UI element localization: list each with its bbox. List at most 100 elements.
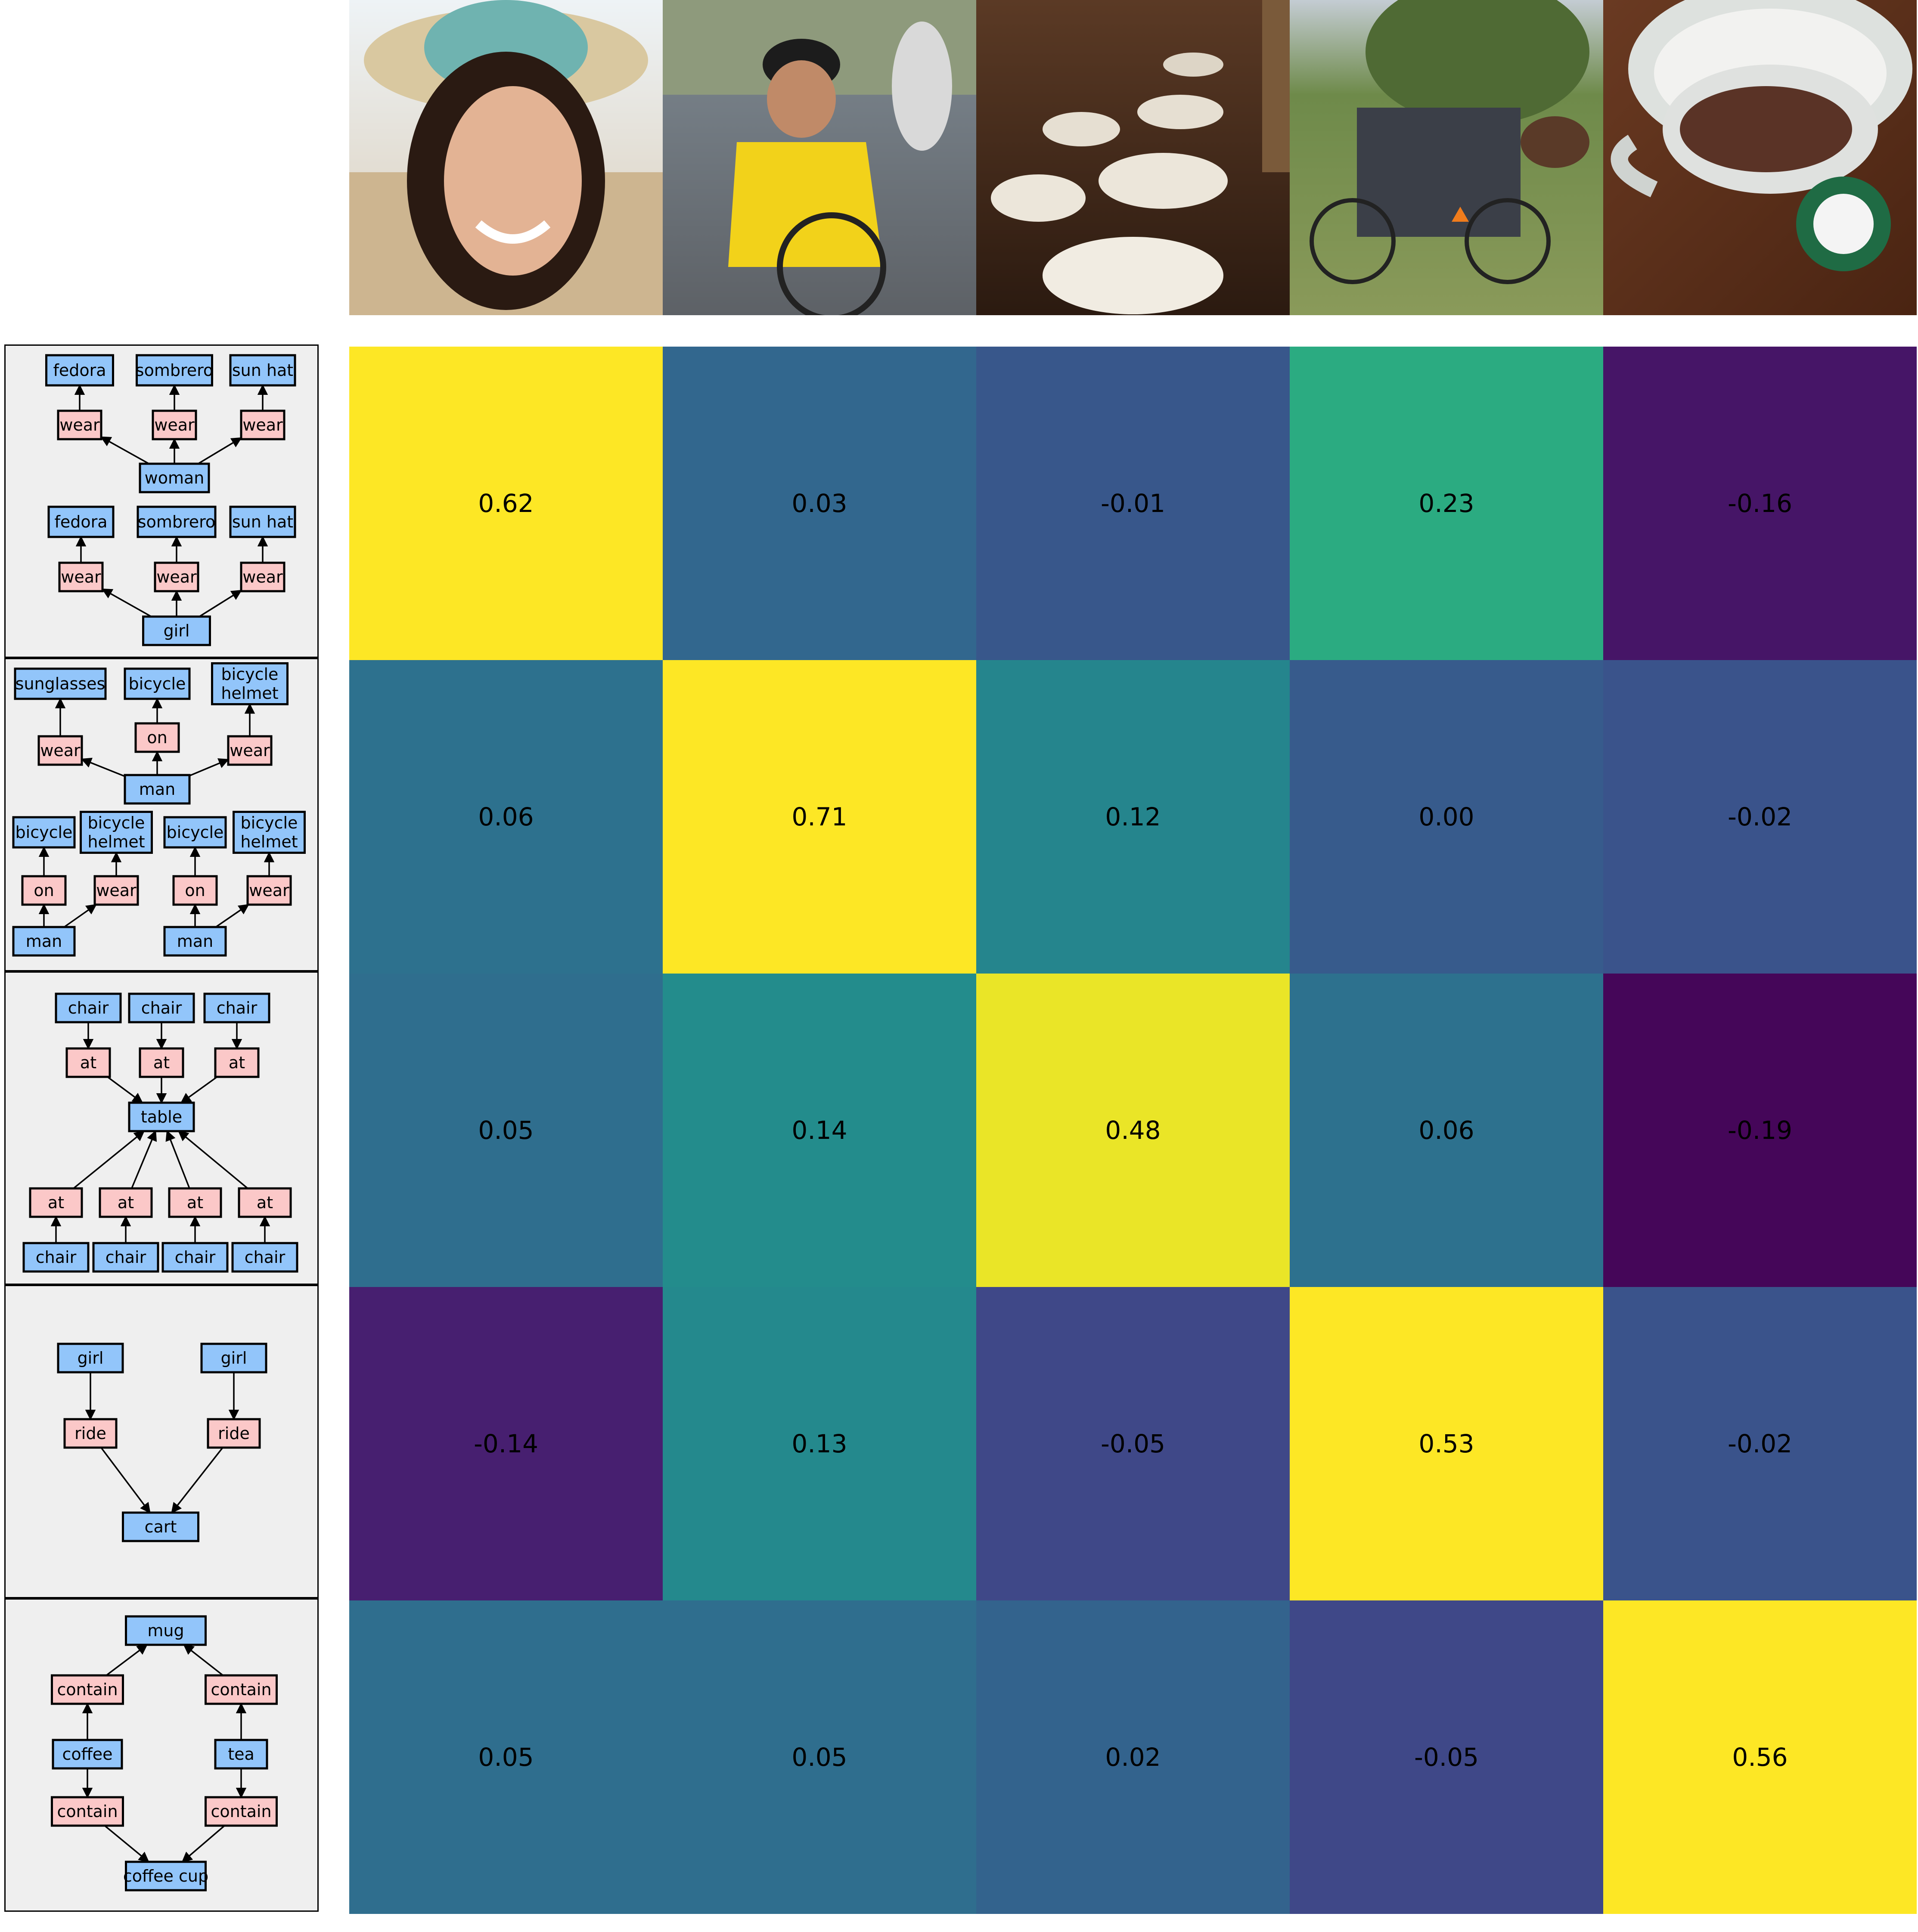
heatmap-cell: [349, 1600, 663, 1914]
relation-node: at: [214, 1047, 260, 1078]
node-box: [124, 774, 191, 805]
node-box: [45, 354, 114, 387]
node-box: [142, 615, 211, 646]
node-box: [21, 875, 67, 906]
object-node: chair: [55, 992, 122, 1023]
node-label: table: [141, 1107, 182, 1126]
object-node: cart: [122, 1511, 199, 1542]
node-label: coffee cup: [123, 1867, 208, 1885]
node-box: [136, 354, 213, 387]
cell-value-label: 0.23: [1418, 489, 1474, 518]
heatmap-cell: [663, 1287, 977, 1601]
graph-edge-arrow: [100, 1447, 151, 1513]
graph-edge-arrow: [189, 758, 230, 777]
graph-edge-arrow: [104, 1825, 149, 1863]
relation-node: contain: [205, 1796, 278, 1827]
node-box: [214, 1739, 268, 1770]
object-node: sombrero: [137, 505, 217, 538]
node-box: [161, 1242, 229, 1273]
object-node: chair: [161, 1242, 229, 1273]
graph-edge-arrow: [198, 437, 242, 465]
object-node: chair: [92, 1242, 159, 1273]
node-label: wear: [156, 568, 197, 586]
object-node: man: [163, 926, 227, 957]
cell-value-label: 0.03: [791, 489, 847, 518]
cell-value-label: 0.14: [791, 1116, 847, 1145]
node-box: [163, 816, 227, 849]
cell-value-label: 0.12: [1105, 802, 1161, 831]
cell-value-label: 0.06: [1418, 1116, 1474, 1145]
cell-value-label: -0.16: [1728, 489, 1792, 518]
object-node: bicycle helmet: [211, 662, 289, 705]
woman-in-sun-hat-photo: [349, 0, 663, 315]
heatmap-cell: [1290, 660, 1604, 974]
node-label: girl: [221, 1349, 247, 1368]
node-label: woman: [145, 468, 205, 487]
node-label: wear: [154, 416, 195, 434]
node-box: [124, 667, 191, 700]
relation-node: wear: [152, 409, 197, 440]
heatmap-cell: [976, 660, 1290, 974]
node-label: wear: [249, 881, 289, 900]
graph-edge-arrow: [177, 1130, 248, 1189]
node-box: [240, 409, 286, 440]
relation-node: wear: [37, 735, 83, 766]
heatmap-cell: [976, 347, 1290, 661]
object-node: sombrero: [136, 354, 213, 387]
heatmap-cell: [1290, 347, 1604, 661]
cell-value-label: 0.62: [478, 489, 534, 518]
object-node: man: [12, 926, 76, 957]
heatmap-cell: [976, 1287, 1290, 1601]
relation-node: wear: [58, 561, 104, 592]
node-label: ride: [218, 1424, 250, 1443]
heatmap-cell: [1290, 1600, 1604, 1914]
node-box: [47, 505, 115, 538]
node-label: on: [185, 881, 205, 900]
node-label: sunglasses: [16, 674, 106, 693]
object-node: fedora: [45, 354, 114, 387]
heatmap-cell: [663, 1600, 977, 1914]
cell-value-label: 0.56: [1732, 1743, 1788, 1772]
node-label: man: [26, 932, 62, 951]
heatmap-cell: [349, 1287, 663, 1601]
heatmap-cell: [1603, 347, 1917, 661]
node-box: [128, 992, 195, 1023]
node-label: chair: [141, 999, 182, 1017]
graph-edge-arrow: [81, 757, 125, 777]
node-box: [229, 505, 296, 538]
node-box: [37, 735, 83, 766]
node-box: [12, 816, 76, 849]
object-node: girl: [57, 1343, 124, 1374]
graph-edge-arrow: [73, 1130, 145, 1189]
scene-graph-column: fedora sombrero sun hat wear wear wear woman fe…: [4, 344, 319, 1912]
relation-node: contain: [51, 1796, 124, 1827]
node-label: cart: [145, 1517, 177, 1536]
node-box: [128, 1101, 195, 1132]
node-box: [122, 1511, 199, 1542]
scene-graph-panel: sunglasses bicycle bicycle helmet wear on wear…: [4, 658, 319, 971]
object-node: bicycle: [163, 816, 227, 849]
node-label: bicycle: [129, 674, 186, 693]
cell-value-label: -0.14: [474, 1429, 538, 1458]
object-node: sun hat: [229, 354, 296, 387]
graph-edge-arrow: [171, 1447, 223, 1513]
node-box: [246, 875, 292, 906]
cell-value-label: -0.05: [1414, 1743, 1479, 1772]
relation-node: wear: [227, 735, 273, 766]
scene-graph-panel: mug contain contain coffee tea contain contain…: [4, 1598, 319, 1912]
object-node: man: [124, 774, 191, 805]
node-box: [12, 926, 76, 957]
relation-node: wear: [154, 561, 199, 592]
relation-node: at: [29, 1187, 83, 1218]
graph-edge-arrow: [100, 436, 149, 465]
node-label: man: [177, 932, 213, 951]
object-node: chair: [203, 992, 270, 1023]
object-node: bicycle: [124, 667, 191, 700]
graph-edge-arrow: [181, 1825, 225, 1863]
relation-node: on: [134, 722, 180, 753]
object-node: coffee: [52, 1739, 123, 1770]
heatmap-cell: [1603, 1287, 1917, 1601]
cell-value-label: 0.06: [478, 802, 534, 831]
node-label: at: [48, 1193, 64, 1212]
node-box: [139, 1047, 184, 1078]
